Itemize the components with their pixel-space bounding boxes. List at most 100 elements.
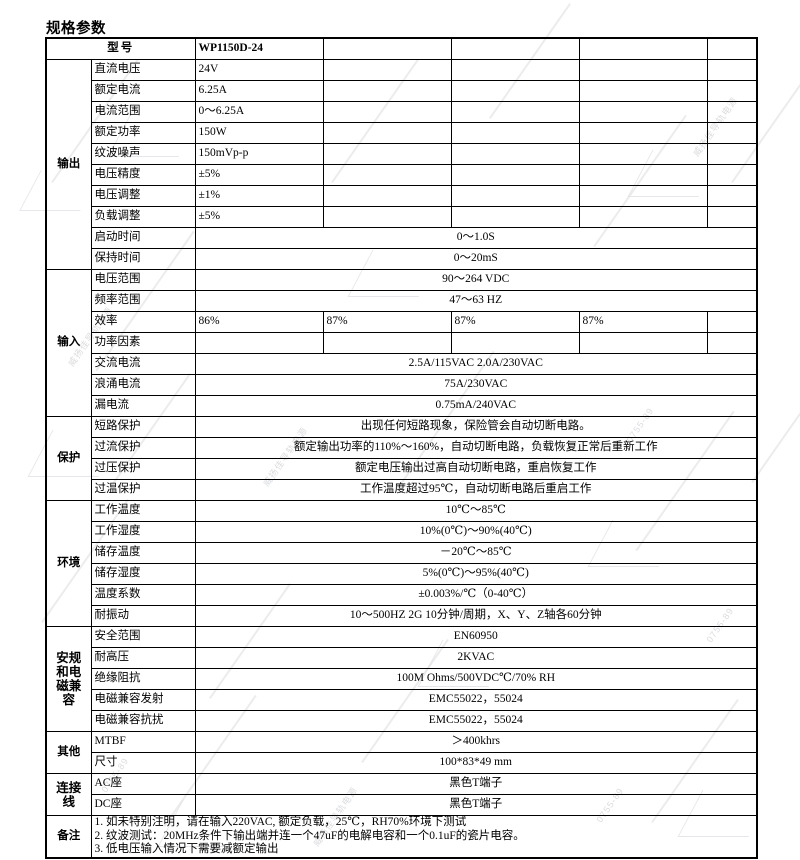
value-cell-1 bbox=[194, 332, 324, 354]
value-cell-2 bbox=[322, 143, 452, 165]
table-row: 浪涌电流 75A/230VAC bbox=[46, 374, 758, 396]
table-row: 过流保护 额定输出功率的110%～160%，自动切断电路，负载恢复正常后重新工作 bbox=[46, 437, 758, 459]
note-line-3: 3. 低电压输入情况下需要减额定输出 bbox=[94, 843, 279, 856]
value-merged: 工作温度超过95℃，自动切断电路后重启工作 bbox=[194, 479, 758, 501]
table-row: 额定功率 150W bbox=[46, 122, 758, 144]
param-label-直流电压: 直流电压 bbox=[90, 59, 196, 81]
value-cell-2 bbox=[322, 122, 452, 144]
watermark-stripe bbox=[751, 358, 800, 484]
value-cell-4 bbox=[578, 101, 708, 123]
value-cell-4 bbox=[578, 206, 708, 228]
value-cell-1: 150W bbox=[194, 122, 324, 144]
table-row: 电压调整 ±1% bbox=[46, 185, 758, 207]
group-label-其他: 其他 bbox=[45, 731, 92, 774]
value-cell-4 bbox=[578, 143, 708, 165]
param-label-过压保护: 过压保护 bbox=[90, 458, 196, 480]
value-merged: －20℃～85℃ bbox=[194, 542, 758, 564]
table-row: 储存温度 －20℃～85℃ bbox=[46, 542, 758, 564]
header-model-value-4 bbox=[578, 37, 708, 60]
table-row: 过温保护 工作温度超过95℃，自动切断电路后重启工作 bbox=[46, 479, 758, 501]
value-merged: 47～63 HZ bbox=[194, 290, 758, 312]
value-merged: 2KVAC bbox=[194, 647, 758, 669]
param-label-绝缘阻抗: 绝缘阻抗 bbox=[90, 668, 196, 690]
param-label-耐高压: 耐高压 bbox=[90, 647, 196, 669]
value-merged: EMC55022，55024 bbox=[194, 689, 758, 711]
value-cell-4 bbox=[578, 164, 708, 186]
table-row: 负载调整 ±5% bbox=[46, 206, 758, 228]
param-label-额定电流: 额定电流 bbox=[90, 80, 196, 102]
header-model-value-3 bbox=[450, 37, 580, 60]
value-cell-3 bbox=[450, 122, 580, 144]
value-cell-2: 87% bbox=[322, 311, 452, 333]
value-merged: 75A/230VAC bbox=[194, 374, 758, 396]
param-label-频率范围: 频率范围 bbox=[90, 290, 196, 312]
value-cell-1: ±5% bbox=[194, 164, 324, 186]
param-label-过流保护: 过流保护 bbox=[90, 437, 196, 459]
table-row: 电磁兼容发射 EMC55022，55024 bbox=[46, 689, 758, 711]
group-label-line: 其他 bbox=[57, 745, 81, 758]
group-label-line: 连接 bbox=[56, 780, 82, 795]
value-cell-3 bbox=[450, 101, 580, 123]
param-label-电压精度: 电压精度 bbox=[90, 164, 196, 186]
table-row: 输入 电压范围 90～264 VDC bbox=[45, 269, 758, 417]
table-header-row: 型号 WP1150D-24 bbox=[45, 37, 758, 60]
value-merged: 黑色T端子 bbox=[194, 773, 758, 795]
value-cell-1: 24V bbox=[194, 59, 324, 81]
value-cell-5 bbox=[706, 185, 758, 207]
param-label-MTBF: MTBF bbox=[90, 731, 196, 753]
param-label-纹波噪声: 纹波噪声 bbox=[90, 143, 196, 165]
notes-row: 备注 1. 如未特别注明，请在输入220VAC, 额定负载，25℃，RH70%环境… bbox=[45, 814, 758, 859]
group-label-line: 保护 bbox=[57, 451, 81, 464]
table-row: 额定电流 6.25A bbox=[46, 80, 758, 102]
value-merged: 0～20mS bbox=[194, 248, 758, 270]
param-label-启动时间: 启动时间 bbox=[90, 227, 196, 249]
value-merged: EMC55022，55024 bbox=[194, 710, 758, 732]
table-row: 环境 工作温度 10℃～85℃ bbox=[45, 500, 758, 627]
param-label-额定功率: 额定功率 bbox=[90, 122, 196, 144]
value-merged: 0.75mA/240VAC bbox=[194, 395, 758, 417]
value-cell-2 bbox=[322, 206, 452, 228]
value-merged: 黑色T端子 bbox=[194, 794, 758, 816]
param-label-耐振动: 耐振动 bbox=[90, 605, 196, 627]
value-merged: ＞400khrs bbox=[194, 731, 758, 753]
value-cell-1: 0～6.25A bbox=[194, 101, 324, 123]
value-cell-5 bbox=[706, 59, 758, 81]
param-label-工作温度: 工作温度 bbox=[90, 500, 196, 522]
group-label-line: 输出 bbox=[57, 157, 81, 170]
group-label-line: 磁兼 bbox=[56, 679, 82, 693]
value-cell-1: 86% bbox=[194, 311, 324, 333]
table-row: 功率因素 bbox=[46, 332, 758, 354]
value-cell-5 bbox=[706, 122, 758, 144]
value-cell-2 bbox=[322, 101, 452, 123]
header-model-label: 型号 bbox=[45, 37, 196, 60]
param-label-AC座: AC座 bbox=[90, 773, 196, 795]
table-row: 漏电流 0.75mA/240VAC bbox=[46, 395, 758, 417]
table-row: 频率范围 47～63 HZ bbox=[46, 290, 758, 312]
value-merged: 100*83*49 mm bbox=[194, 752, 758, 774]
param-label-储存湿度: 储存湿度 bbox=[90, 563, 196, 585]
table-row: 纹波噪声 150mVp-p bbox=[46, 143, 758, 165]
spec-table-container: 型号 WP1150D-24 输出 直流电压 24V 额定电流 6.25A 电流范围 0～6.25… bbox=[45, 37, 758, 859]
group-label-line: 容 bbox=[62, 693, 75, 707]
value-merged: 10%(0℃)～90%(40℃) bbox=[194, 521, 758, 543]
table-row: 保护 短路保护 出现任何短路现象，保险管会自动切断电路。 bbox=[45, 416, 758, 501]
value-cell-2 bbox=[322, 185, 452, 207]
value-merged: 额定电压输出过高自动切断电路，重启恢复工作 bbox=[194, 458, 758, 480]
value-cell-5 bbox=[706, 80, 758, 102]
value-cell-3 bbox=[450, 143, 580, 165]
table-row: 电压精度 ±5% bbox=[46, 164, 758, 186]
param-label-漏电流: 漏电流 bbox=[90, 395, 196, 417]
group-label-line: 安规 bbox=[56, 651, 82, 665]
value-cell-5 bbox=[706, 164, 758, 186]
group-label-环境: 环境 bbox=[45, 500, 92, 627]
group-label-输出: 输出 bbox=[45, 59, 92, 270]
value-merged: 2.5A/115VAC 2.0A/230VAC bbox=[194, 353, 758, 375]
value-merged: 10℃～85℃ bbox=[194, 500, 758, 522]
param-label-效率: 效率 bbox=[90, 311, 196, 333]
value-cell-2 bbox=[322, 332, 452, 354]
value-cell-3 bbox=[450, 332, 580, 354]
header-model-value-1: WP1150D-24 bbox=[194, 37, 324, 60]
param-label-电磁兼容发射: 电磁兼容发射 bbox=[90, 689, 196, 711]
value-cell-4 bbox=[578, 59, 708, 81]
value-merged: 90～264 VDC bbox=[194, 269, 758, 291]
